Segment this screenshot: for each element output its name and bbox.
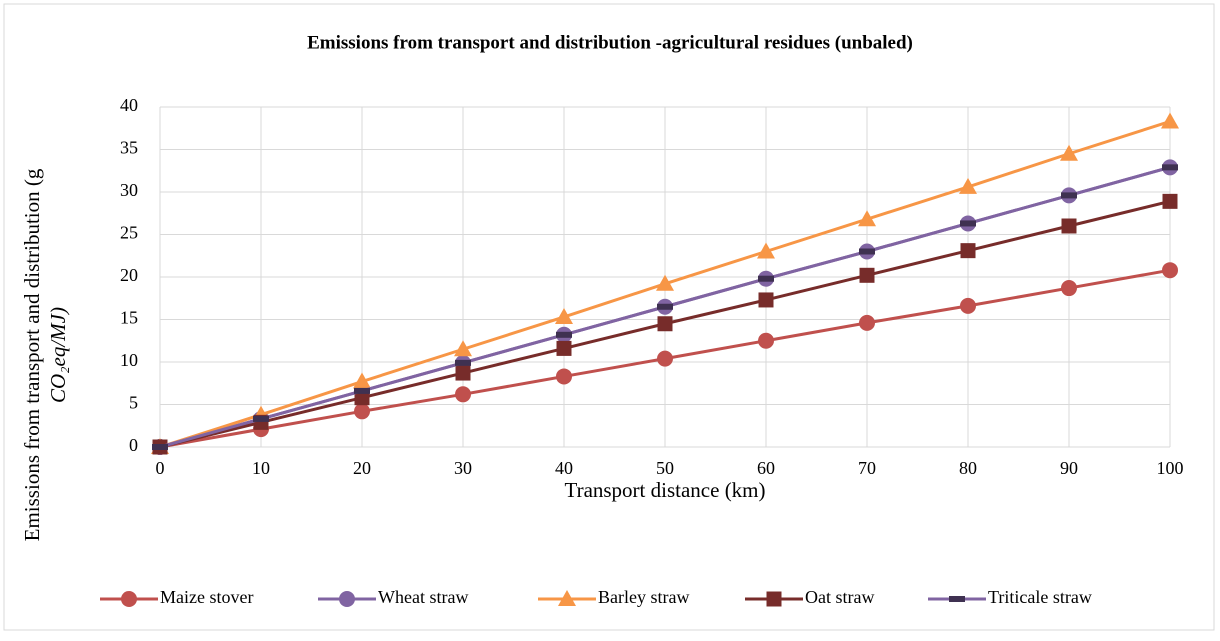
x-tick-label: 20 xyxy=(353,458,371,478)
marker xyxy=(455,386,471,403)
marker xyxy=(1162,164,1178,171)
marker xyxy=(1162,193,1178,209)
marker xyxy=(555,307,573,324)
marker xyxy=(556,340,572,356)
marker xyxy=(1061,218,1077,234)
marker xyxy=(859,248,875,255)
x-axis-label: Transport distance (km) xyxy=(564,478,765,502)
y-axis-label: CO₂eq/MJ) xyxy=(46,307,70,403)
chart-title: Emissions from transport and distributio… xyxy=(307,32,913,53)
marker xyxy=(152,444,168,450)
marker xyxy=(1060,144,1078,161)
y-tick-label: 40 xyxy=(120,95,138,115)
marker xyxy=(1161,112,1179,129)
marker xyxy=(354,403,370,420)
y-tick-label: 10 xyxy=(120,350,138,370)
y-tick-label: 15 xyxy=(120,308,138,328)
marker xyxy=(758,275,774,282)
x-tick-label: 40 xyxy=(555,458,573,478)
marker xyxy=(354,390,370,406)
marker xyxy=(556,331,572,338)
marker xyxy=(960,220,976,227)
marker xyxy=(455,359,471,366)
legend-label: Oat straw xyxy=(805,587,874,607)
legend-label: Triticale straw xyxy=(988,587,1092,607)
y-tick-label: 25 xyxy=(120,223,138,243)
marker xyxy=(657,316,673,332)
marker xyxy=(556,368,572,385)
marker xyxy=(757,242,775,259)
marker xyxy=(758,332,774,349)
marker xyxy=(859,314,875,331)
legend-label: Barley straw xyxy=(598,587,689,607)
legend-label: Maize stover xyxy=(160,587,253,607)
y-tick-label: 35 xyxy=(120,138,138,158)
marker xyxy=(959,177,977,194)
marker xyxy=(859,267,875,283)
marker xyxy=(657,303,673,310)
marker xyxy=(657,350,673,367)
x-tick-label: 60 xyxy=(757,458,775,478)
marker xyxy=(858,210,876,227)
marker xyxy=(960,297,976,314)
marker xyxy=(949,596,965,602)
marker xyxy=(454,340,472,357)
marker xyxy=(121,591,137,607)
legend-label: Wheat straw xyxy=(378,587,468,607)
x-tick-label: 10 xyxy=(252,458,270,478)
x-tick-label: 100 xyxy=(1157,458,1184,478)
y-tick-label: 0 xyxy=(129,435,138,455)
x-tick-label: 70 xyxy=(858,458,876,478)
chart-frame xyxy=(3,3,1215,631)
marker xyxy=(353,372,371,389)
marker xyxy=(960,243,976,259)
marker xyxy=(455,365,471,381)
marker xyxy=(253,415,269,422)
marker xyxy=(1061,192,1077,199)
marker xyxy=(1061,280,1077,297)
x-tick-label: 0 xyxy=(156,458,165,478)
y-axis-label: Emissions from transport and distributio… xyxy=(20,168,44,541)
x-tick-label: 50 xyxy=(656,458,674,478)
y-tick-label: 30 xyxy=(120,180,138,200)
marker xyxy=(656,274,674,291)
marker xyxy=(354,387,370,394)
x-tick-label: 30 xyxy=(454,458,472,478)
marker xyxy=(1162,262,1178,279)
y-tick-label: 20 xyxy=(120,265,138,285)
x-tick-label: 80 xyxy=(959,458,977,478)
marker xyxy=(558,590,576,606)
marker xyxy=(758,292,774,308)
x-tick-label: 90 xyxy=(1060,458,1078,478)
marker xyxy=(766,591,782,607)
y-tick-label: 5 xyxy=(129,393,138,413)
marker xyxy=(339,591,355,607)
